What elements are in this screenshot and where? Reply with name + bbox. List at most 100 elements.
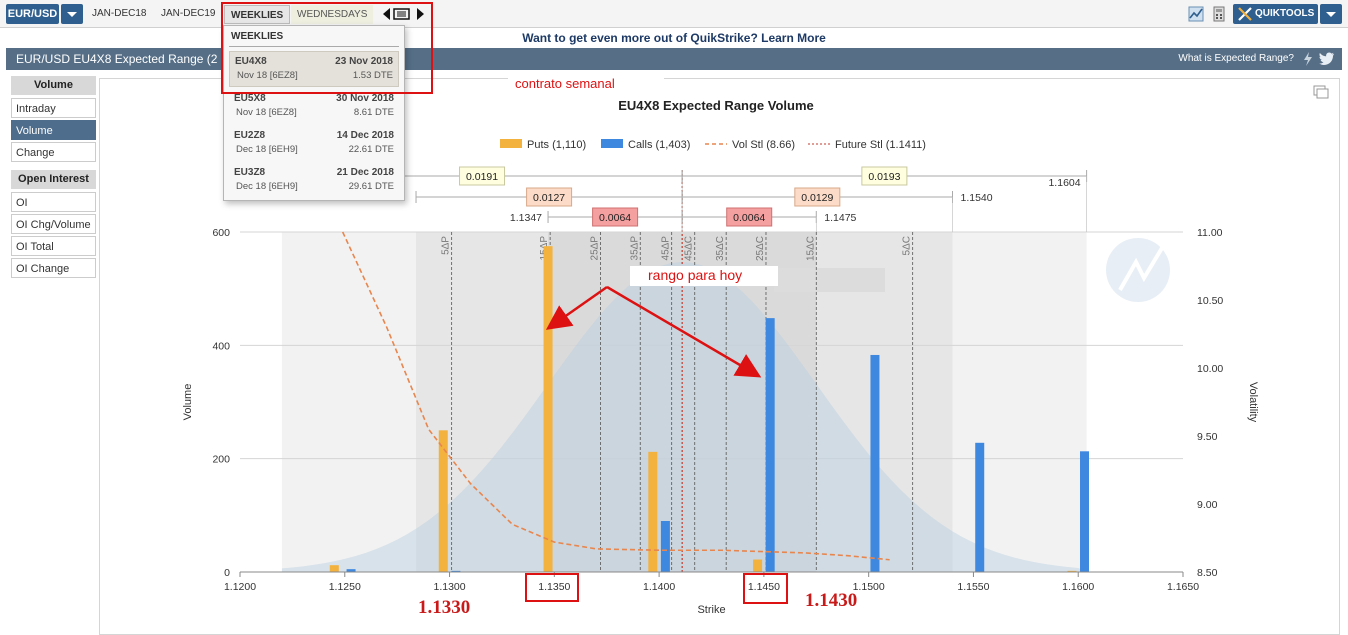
- contract-underlying: Nov 18 [6EZ8]: [236, 107, 297, 118]
- chart-icon[interactable]: [1188, 6, 1204, 22]
- delta-label: 5ΔP: [441, 236, 452, 255]
- x-tick-label: 1.1250: [329, 581, 361, 593]
- range-end-label: 1.1540: [960, 192, 992, 204]
- sidebar-item-oi-total[interactable]: OI Total: [11, 236, 96, 256]
- annotation-contrato: contrato semanal: [515, 76, 615, 91]
- range-value-label: 0.0191: [466, 171, 498, 183]
- sidebar-item-change[interactable]: Change: [11, 142, 96, 162]
- legend-label-future: Future Stl (1.1411): [835, 139, 926, 151]
- promo-banner[interactable]: Want to get even more out of QuikStrike?…: [522, 31, 826, 45]
- tab-jan-dec19[interactable]: JAN-DEC19: [161, 8, 216, 19]
- contract-code: EU2Z8: [234, 130, 266, 141]
- annotation-box-1450: [743, 573, 788, 604]
- annotation-label-bg: [508, 71, 664, 95]
- delta-label: 15ΔC: [805, 236, 816, 261]
- legend-label-calls: Calls (1,403): [628, 139, 690, 151]
- sidebar-item-volume[interactable]: Volume: [11, 120, 96, 140]
- contract-dte: 8.61 DTE: [353, 107, 394, 118]
- quiktools-button[interactable]: QUIKTOOLS: [1233, 4, 1318, 24]
- range-value-label: 0.0129: [801, 192, 833, 204]
- contract-item-eu5x8[interactable]: EU5X8 30 Nov 2018 Nov 18 [6EZ8] 8.61 DTE: [229, 89, 399, 125]
- sidebar-item-oi-chg-volume[interactable]: OI Chg/Volume: [11, 214, 96, 234]
- range-value-label: 0.0193: [868, 171, 900, 183]
- tab-weeklies[interactable]: WEEKLIES: [224, 5, 291, 24]
- y-axis-label: Volume: [182, 384, 194, 421]
- y-tick-label: 200: [212, 454, 230, 466]
- legend-label-vol: Vol Stl (8.66): [732, 139, 795, 151]
- y2-tick-label: 8.50: [1197, 567, 1218, 579]
- call-bar: [975, 442, 985, 572]
- contract-dte: 22.61 DTE: [348, 144, 394, 155]
- contract-date: 21 Dec 2018: [336, 167, 394, 178]
- contract-underlying: Dec 18 [6EH9]: [236, 144, 298, 155]
- chart-title: EU4X8 Expected Range Volume: [618, 98, 814, 113]
- range-value-box: [861, 166, 908, 186]
- x-tick-label: 1.1300: [433, 581, 465, 593]
- contract-item-eu3z8[interactable]: EU3Z8 21 Dec 2018 Dec 18 [6EH9] 29.61 DT…: [229, 163, 399, 199]
- popout-icon[interactable]: [1313, 85, 1329, 99]
- call-bar: [870, 354, 880, 572]
- tab-wednesdays[interactable]: WEDNESDAYS: [291, 5, 374, 24]
- annotation-high-price: 1.1430: [805, 590, 858, 611]
- range-value-label: 0.0064: [733, 212, 765, 224]
- symbol-dropdown-button[interactable]: [61, 4, 83, 24]
- call-bar: [1080, 451, 1090, 572]
- range-value-box: [592, 207, 639, 227]
- lightning-icon[interactable]: [1302, 52, 1314, 66]
- y-tick-label: 0: [224, 567, 230, 579]
- quiktools-dropdown-button[interactable]: [1320, 4, 1342, 24]
- range-highlight-box: [774, 268, 885, 292]
- x-tick-label: 1.1200: [224, 581, 256, 593]
- sidebar-item-oi-change[interactable]: OI Change: [11, 258, 96, 278]
- dropdown-title: WEEKLIES: [231, 31, 284, 42]
- symbol-button[interactable]: EUR/USD: [6, 4, 59, 24]
- sidebar-item-oi[interactable]: OI: [11, 192, 96, 212]
- call-bar: [765, 318, 775, 572]
- call-bar: [451, 570, 461, 572]
- put-bar: [1067, 570, 1077, 572]
- y2-tick-label: 9.00: [1197, 499, 1218, 511]
- scroll-arrows-icon[interactable]: [379, 6, 427, 22]
- delta-label: 5ΔC: [902, 236, 913, 255]
- range-value-box: [726, 207, 773, 227]
- sidebar-heading-open-interest: Open Interest: [11, 170, 96, 189]
- contract-date: 14 Dec 2018: [336, 130, 394, 141]
- x-tick-label: 1.1350: [538, 581, 570, 593]
- tab-jan-dec18[interactable]: JAN-DEC18: [92, 8, 147, 19]
- annotation-label-bg: [630, 266, 778, 286]
- y2-tick-label: 11.00: [1197, 227, 1223, 239]
- calculator-icon[interactable]: [1211, 6, 1227, 22]
- contract-item-eu4x8[interactable]: EU4X8 23 Nov 2018 Nov 18 [6EZ8] 1.53 DTE: [229, 51, 399, 87]
- contract-item-eu2z8[interactable]: EU2Z8 14 Dec 2018 Dec 18 [6EH9] 22.61 DT…: [229, 126, 399, 162]
- contract-date: 30 Nov 2018: [336, 93, 394, 104]
- contract-underlying: Dec 18 [6EH9]: [236, 181, 298, 192]
- contract-code: EU5X8: [234, 93, 266, 104]
- quiktools-label: QUIKTOOLS: [1255, 8, 1315, 19]
- legend-swatch-calls: [601, 139, 623, 148]
- what-is-expected-range-link[interactable]: What is Expected Range?: [1178, 53, 1294, 64]
- range-value-box: [794, 187, 841, 207]
- delta-label: 45ΔC: [684, 236, 695, 261]
- put-bar: [329, 565, 339, 572]
- delta-label: 25ΔC: [755, 236, 766, 261]
- contract-code: EU4X8: [235, 56, 267, 67]
- y2-axis-label: Volatility: [1247, 382, 1259, 423]
- quikstrike-watermark-bolt: [1118, 246, 1164, 291]
- delta-label: 35ΔC: [715, 236, 726, 261]
- x-tick-label: 1.1600: [1062, 581, 1094, 593]
- contract-underlying: Nov 18 [6EZ8]: [237, 70, 298, 81]
- probability-distribution: [281, 262, 1087, 572]
- twitter-icon[interactable]: [1319, 52, 1335, 66]
- put-bar: [543, 246, 553, 572]
- annotation-box-weeklies: [221, 2, 433, 94]
- x-axis-label: Strike: [697, 604, 725, 616]
- range-value-box: [459, 166, 506, 186]
- sidebar-item-intraday[interactable]: Intraday: [11, 98, 96, 118]
- put-bar: [438, 430, 448, 572]
- put-bar: [753, 559, 763, 572]
- x-tick-label: 1.1400: [643, 581, 675, 593]
- x-tick-label: 1.1650: [1167, 581, 1199, 593]
- x-tick-label: 1.1550: [957, 581, 989, 593]
- annotation-box-1350: [525, 573, 579, 602]
